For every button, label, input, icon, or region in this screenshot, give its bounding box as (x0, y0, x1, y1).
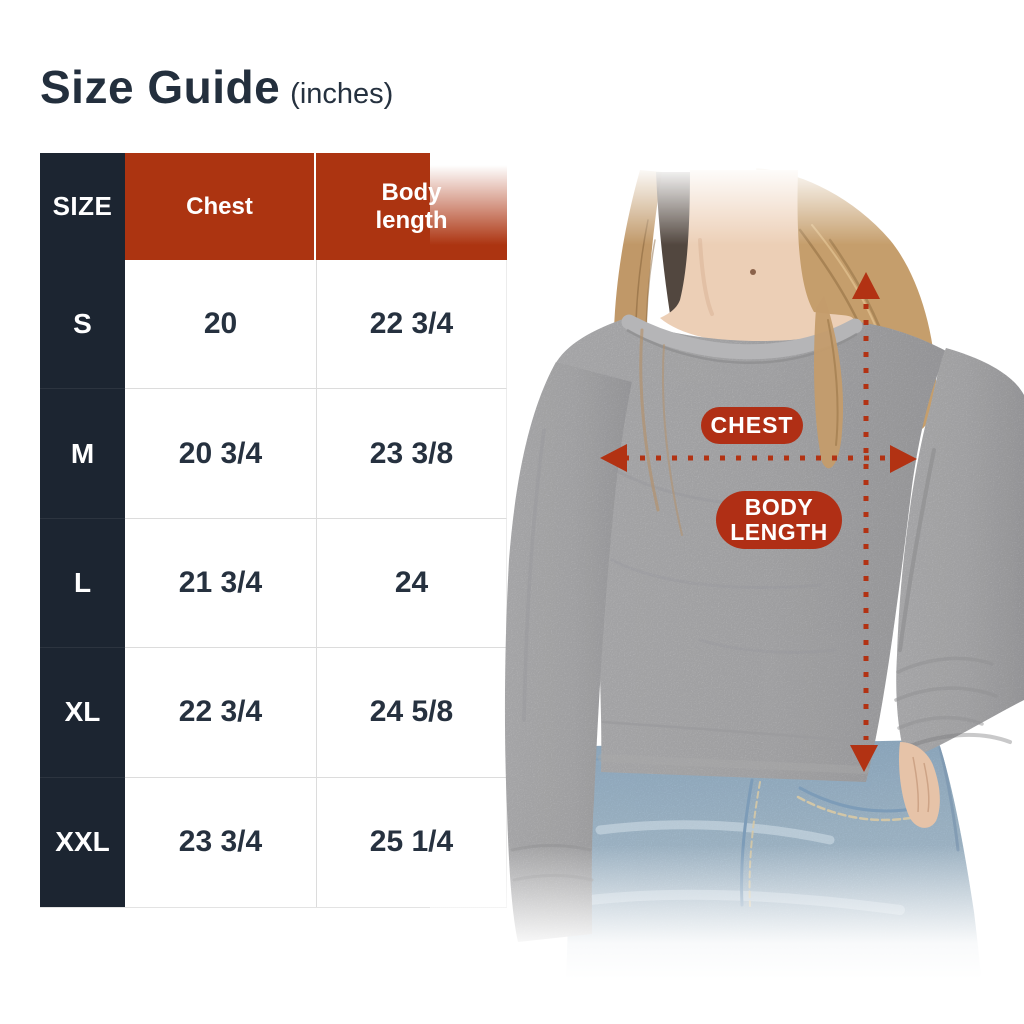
model-hand (899, 742, 940, 828)
body-length-value-l: 24 (316, 518, 507, 649)
size-table: SIZE Chest Body length S 20 22 3/4 M 20 … (40, 153, 507, 908)
chest-value-xl: 22 3/4 (125, 648, 316, 778)
title-text: Size Guide (40, 61, 281, 113)
header-cell-size: SIZE (40, 153, 125, 260)
body-length-label-line2: LENGTH (730, 519, 828, 545)
body-length-label-pill: BODY LENGTH (716, 491, 842, 549)
size-cell-xxl: XXL (40, 777, 125, 907)
chest-value-s: 20 (125, 260, 316, 390)
page-title: Size Guide (inches) (40, 60, 393, 114)
photo-bottom-fade (430, 845, 1024, 1024)
size-cell-l: L (40, 518, 125, 649)
body-length-value-xl: 24 5/8 (316, 648, 507, 778)
chest-value-l: 21 3/4 (125, 518, 316, 649)
title-unit: (inches) (290, 78, 394, 110)
chest-label-pill: CHEST (701, 407, 803, 444)
chest-label: CHEST (710, 412, 794, 438)
hair-front (639, 296, 844, 536)
chest-value-m: 20 3/4 (125, 389, 316, 519)
header-cell-chest: Chest (125, 153, 316, 260)
chest-arrow-right-icon (890, 445, 917, 473)
body-length-arrow-up-icon (852, 272, 880, 299)
chest-arrow-left-icon (600, 444, 627, 472)
size-cell-xl: XL (40, 648, 125, 778)
photo-top-fade (430, 100, 1024, 245)
body-length-value-s: 22 3/4 (316, 260, 507, 390)
body-length-label-line1: BODY (744, 494, 814, 520)
chest-value-xxl: 23 3/4 (125, 777, 316, 907)
size-cell-m: M (40, 389, 125, 519)
size-cell-s: S (40, 260, 125, 390)
mole (750, 269, 756, 275)
body-length-arrow-down-icon (850, 745, 878, 772)
measurement-annotations (600, 272, 917, 772)
body-length-value-m: 23 3/8 (316, 389, 507, 519)
